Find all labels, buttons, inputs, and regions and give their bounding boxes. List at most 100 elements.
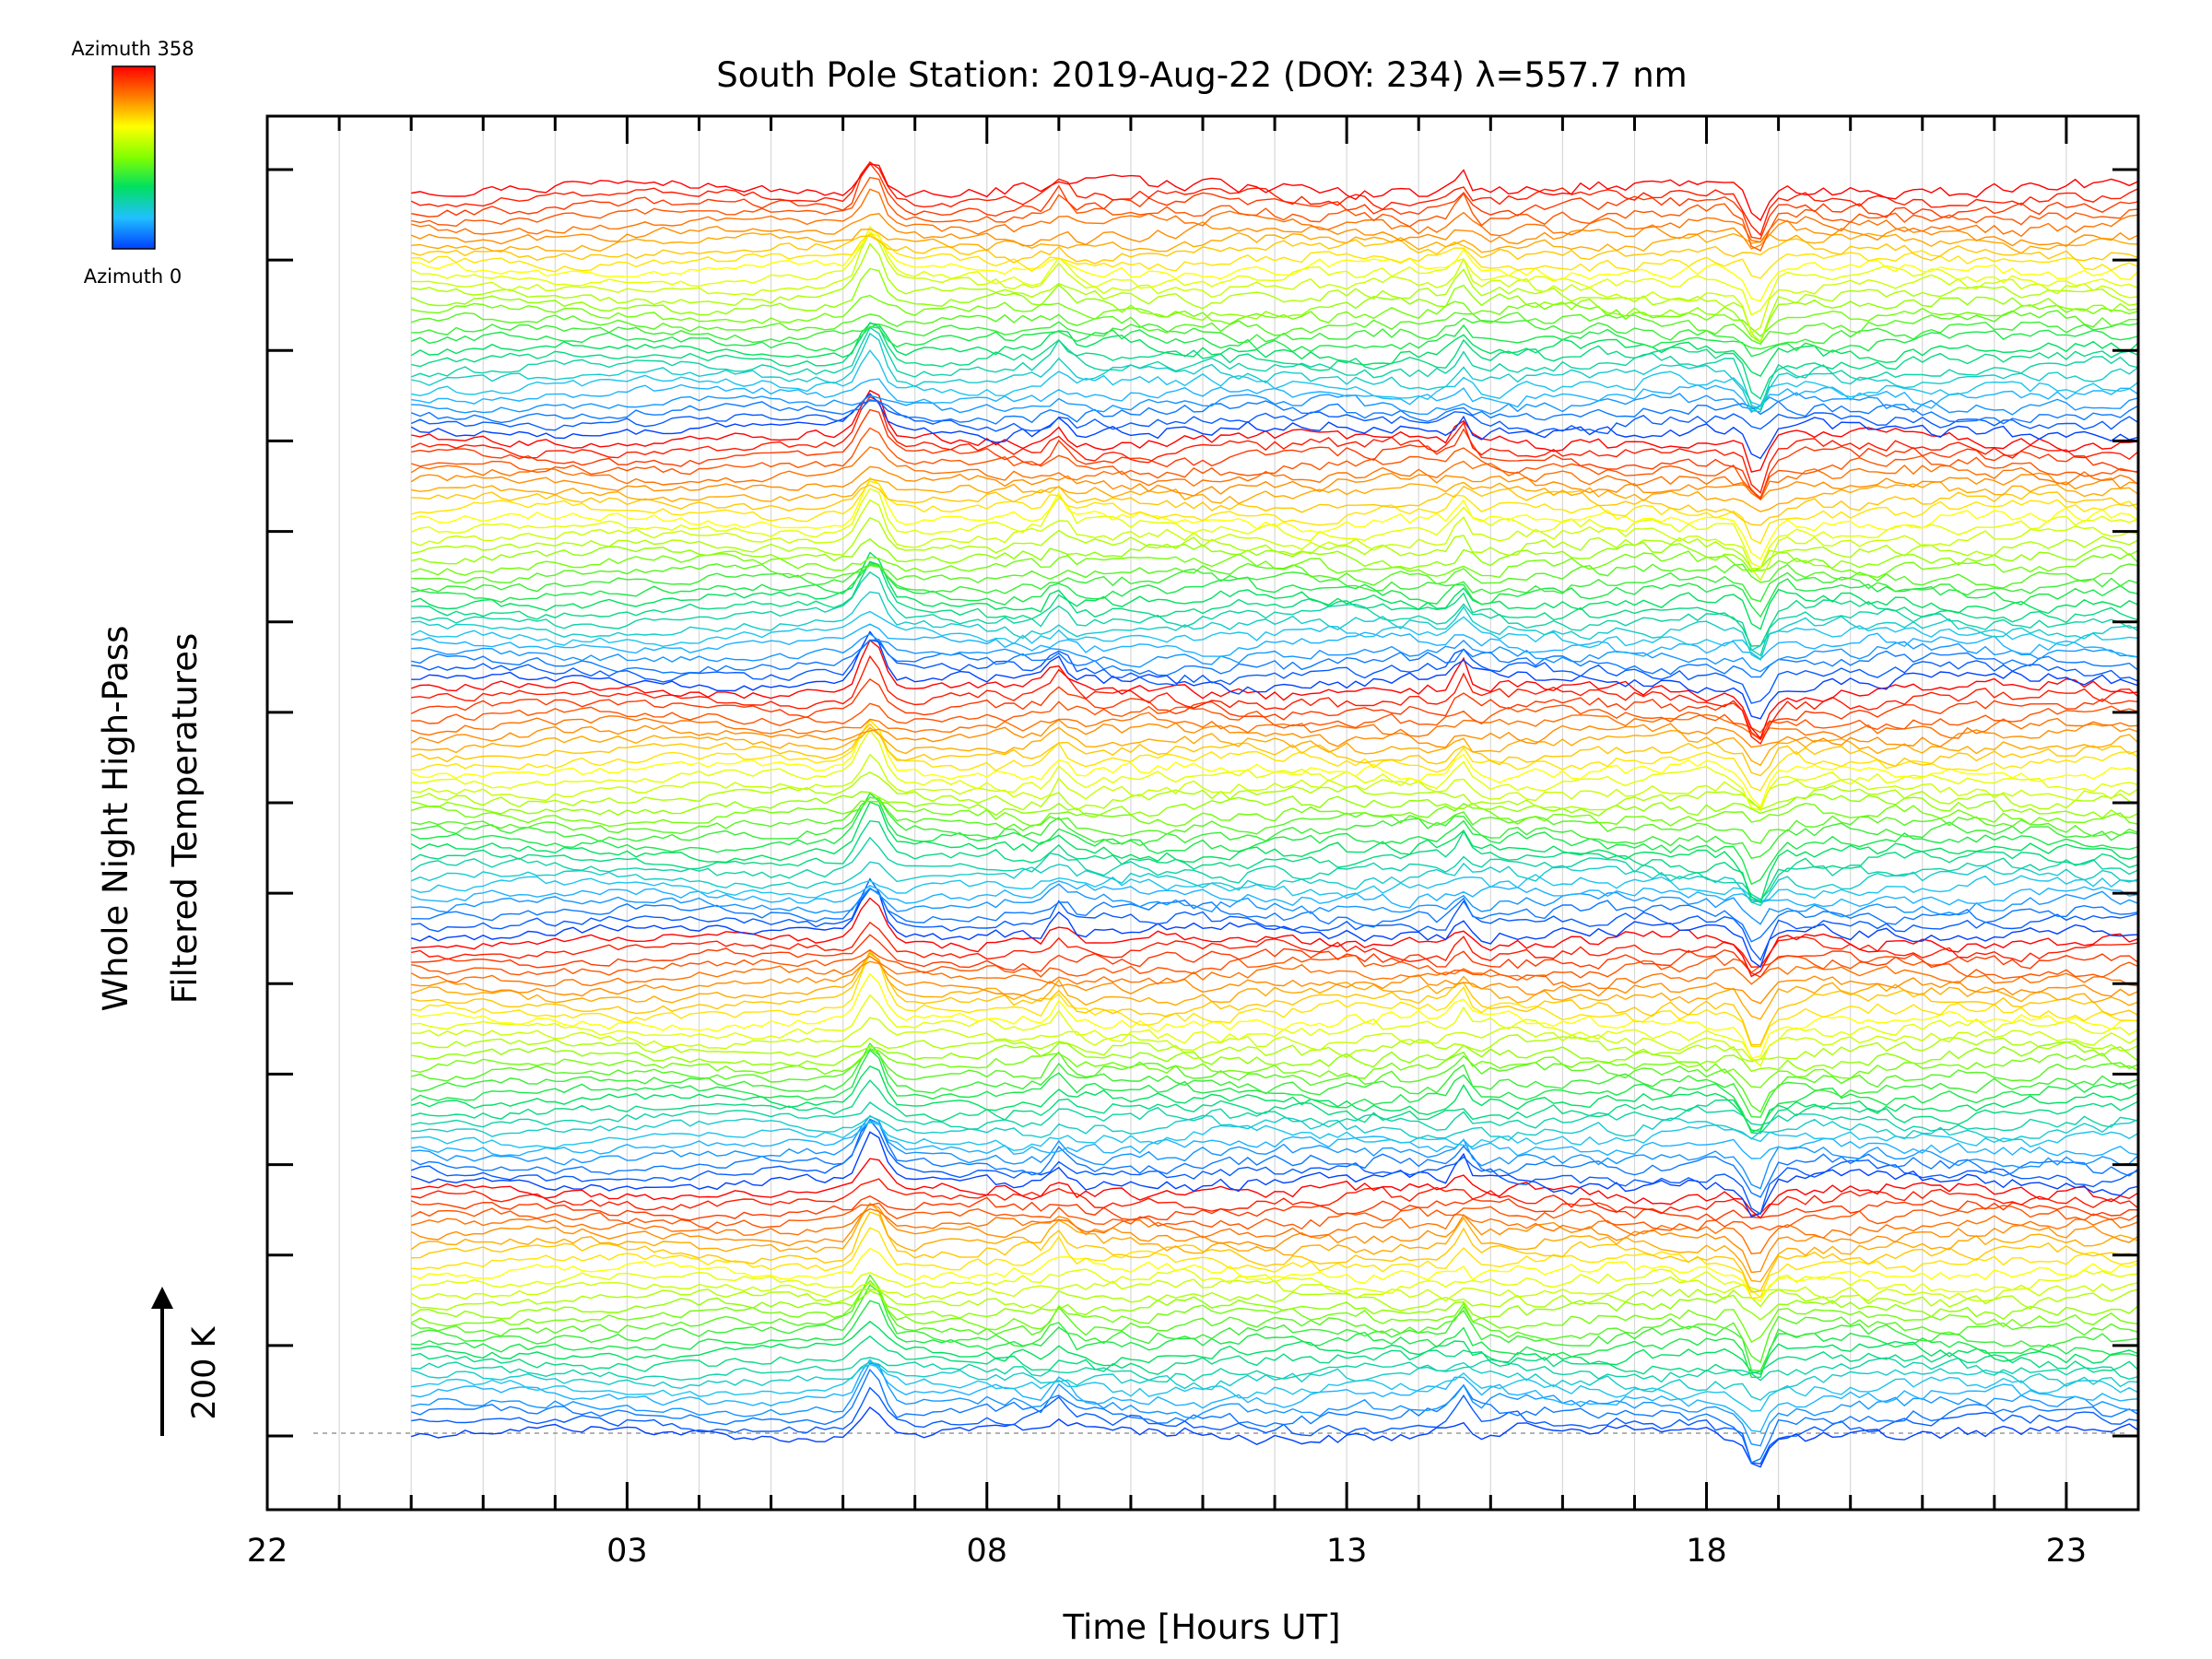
trace-line — [410, 267, 2138, 344]
trace-line — [411, 877, 2138, 961]
trace-line — [410, 792, 2138, 886]
trace-line — [411, 322, 2138, 400]
trace-line — [411, 1363, 2138, 1412]
trace-line — [410, 499, 2138, 582]
trace-line — [410, 1131, 2138, 1218]
trace-line — [410, 888, 2138, 969]
trace-line — [411, 1178, 2138, 1217]
trace-line — [410, 160, 2138, 237]
y-axis-label-line2: Filtered Temperatures — [165, 633, 205, 1004]
x-tick-label: 22 — [247, 1533, 288, 1570]
trace-line — [410, 1202, 2138, 1283]
trace-line — [411, 162, 2138, 240]
trace-line — [411, 952, 2138, 1048]
trace-line — [410, 563, 2138, 603]
trace-line — [410, 861, 2138, 907]
trace-line — [410, 1119, 2138, 1216]
trace-line — [411, 639, 2138, 678]
x-tick-label: 08 — [966, 1533, 1007, 1570]
trace-line — [410, 446, 2138, 500]
trace-line — [411, 1320, 2138, 1375]
trace-line — [410, 719, 2138, 748]
trace-line — [411, 517, 2138, 570]
trace-line — [410, 326, 2138, 411]
trace-line — [410, 1065, 2138, 1133]
trace-line — [411, 960, 2138, 1005]
trace-line — [411, 230, 2138, 335]
trace-line — [411, 560, 2138, 647]
trace-line — [411, 934, 2138, 978]
trace-line — [410, 1274, 2138, 1364]
x-tick-label: 23 — [2046, 1533, 2088, 1570]
trace-line — [411, 623, 2138, 661]
trace-line — [410, 213, 2138, 250]
trace-line — [411, 1300, 2138, 1379]
trace-line — [411, 242, 2138, 344]
trace-line — [410, 400, 2138, 435]
trace-line — [411, 163, 2138, 222]
x-tick-label: 18 — [1686, 1533, 1727, 1570]
trace-line — [411, 883, 2138, 925]
trace-line — [410, 1276, 2138, 1302]
trace-line — [411, 484, 2138, 526]
trace-line — [410, 1289, 2138, 1321]
trace-line — [410, 800, 2138, 828]
trace-line — [411, 888, 2138, 943]
trace-line — [411, 571, 2138, 657]
trace-line — [411, 1158, 2138, 1219]
x-tick-label: 13 — [1326, 1533, 1368, 1570]
trace-line — [411, 176, 2138, 252]
trace-line — [411, 726, 2138, 767]
trace-line — [411, 796, 2138, 859]
trace-line — [410, 465, 2138, 501]
trace-line — [410, 677, 2138, 741]
trace-line — [411, 389, 2138, 473]
x-axis-label: Time [Hours UT] — [1062, 1607, 1340, 1647]
trace-line — [410, 1203, 2138, 1274]
trace-line — [411, 294, 2138, 337]
trace-line — [410, 723, 2138, 777]
colorbar-top-label: Azimuth 358 — [71, 38, 194, 60]
chart-title: South Pole Station: 2019-Aug-22 (DOY: 23… — [716, 55, 1687, 95]
trace-line — [411, 477, 2138, 512]
trace-line — [411, 796, 2138, 844]
scale-bar-arrowhead — [151, 1287, 173, 1309]
colorbar — [112, 65, 156, 250]
trace-line — [411, 1362, 2138, 1447]
trace-line — [411, 392, 2138, 416]
trace-line — [410, 225, 2138, 316]
trace-line — [410, 1360, 2138, 1401]
trace-line — [411, 630, 2138, 720]
trace-line — [411, 1357, 2138, 1383]
trace-line — [410, 551, 2138, 630]
trace-line — [410, 488, 2138, 569]
trace-line — [410, 951, 2138, 1020]
trace-line — [410, 427, 2138, 500]
trace-line — [410, 1202, 2138, 1232]
trace-line — [411, 561, 2138, 618]
trace-line — [411, 718, 2138, 792]
axes: 22 03 08 13 18 23 — [247, 114, 2140, 1570]
trace-line — [411, 1101, 2138, 1132]
trace-line — [410, 1049, 2138, 1134]
trace-line — [411, 1227, 2138, 1300]
trace-line — [410, 639, 2138, 740]
y-axis-label-line1: Whole Night High-Pass — [96, 626, 135, 1012]
trace-line — [411, 700, 2138, 734]
trace-line — [410, 1268, 2138, 1299]
trace-line — [411, 538, 2138, 573]
trace-line — [411, 349, 2138, 406]
trace-line — [410, 550, 2138, 579]
trace-line — [411, 1120, 2138, 1159]
trace-line — [411, 1211, 2138, 1293]
trace-series — [410, 160, 2138, 1468]
trace-line — [410, 874, 2138, 902]
trace-line — [411, 408, 2138, 500]
trace-line — [410, 1118, 2138, 1198]
trace-line — [410, 477, 2138, 560]
trace-line — [411, 332, 2138, 413]
scale-bar-label: 200 K — [186, 1326, 223, 1420]
trace-line — [410, 395, 2138, 494]
trace-line — [411, 632, 2138, 673]
